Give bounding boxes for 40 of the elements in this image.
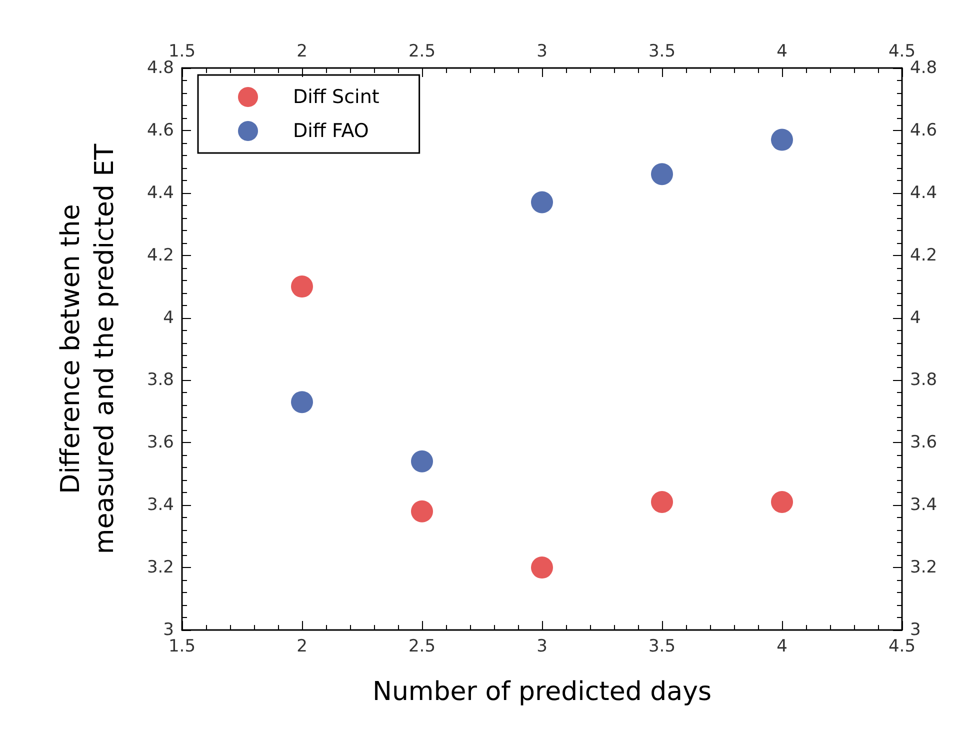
point	[531, 191, 553, 214]
legend-label: Diff Scint	[293, 86, 380, 108]
x-axis-title: Number of predicted days	[372, 677, 712, 707]
x-tick-label: 2	[296, 636, 308, 656]
y2-tick-label: 4	[910, 308, 921, 328]
point	[771, 128, 793, 151]
point	[291, 276, 313, 298]
y-tick-label: 3.4	[146, 495, 174, 516]
point	[291, 391, 313, 414]
y2-tick-label: 3.6	[910, 432, 938, 453]
x2-tick-label: 3	[536, 42, 548, 62]
point	[531, 556, 553, 579]
point	[771, 490, 793, 513]
y2-tick-label: 4.6	[910, 120, 938, 140]
y-tick-label: 3.6	[146, 432, 174, 453]
x2-tick-label: 3.5	[648, 42, 676, 62]
point	[411, 500, 433, 522]
y2-tick-label: 4.2	[910, 245, 938, 266]
point	[651, 163, 673, 186]
y-axis-title: Difference betwen the measured and the predicted ET	[56, 144, 120, 554]
x-tick-label: 3	[536, 636, 548, 656]
legend-label: Diff FAO	[293, 120, 369, 142]
x2-tick-label: 2	[296, 42, 308, 62]
x2-tick-label: 4	[776, 42, 788, 62]
y-tick-label: 3.2	[146, 558, 174, 578]
x-tick-label: 2.5	[408, 636, 436, 656]
y-tick-label: 4.6	[146, 120, 174, 140]
x2-tick-label: 2.5	[408, 42, 436, 62]
point	[651, 490, 673, 513]
y-tick-label: 3.8	[146, 370, 174, 390]
y-tick-label: 4	[163, 308, 174, 328]
x-tick-label: 3.5	[648, 636, 676, 656]
x-tick-label: 4	[776, 636, 788, 656]
y2-tick-label: 3.2	[910, 558, 938, 578]
point	[411, 450, 433, 472]
y-tick-label: 4.4	[146, 182, 174, 203]
y-tick-label: 4.2	[146, 245, 174, 266]
y2-tick-label: 3.8	[910, 370, 938, 390]
y2-tick-label: 3.4	[910, 495, 938, 516]
y2-tick-label: 4.4	[910, 182, 938, 203]
